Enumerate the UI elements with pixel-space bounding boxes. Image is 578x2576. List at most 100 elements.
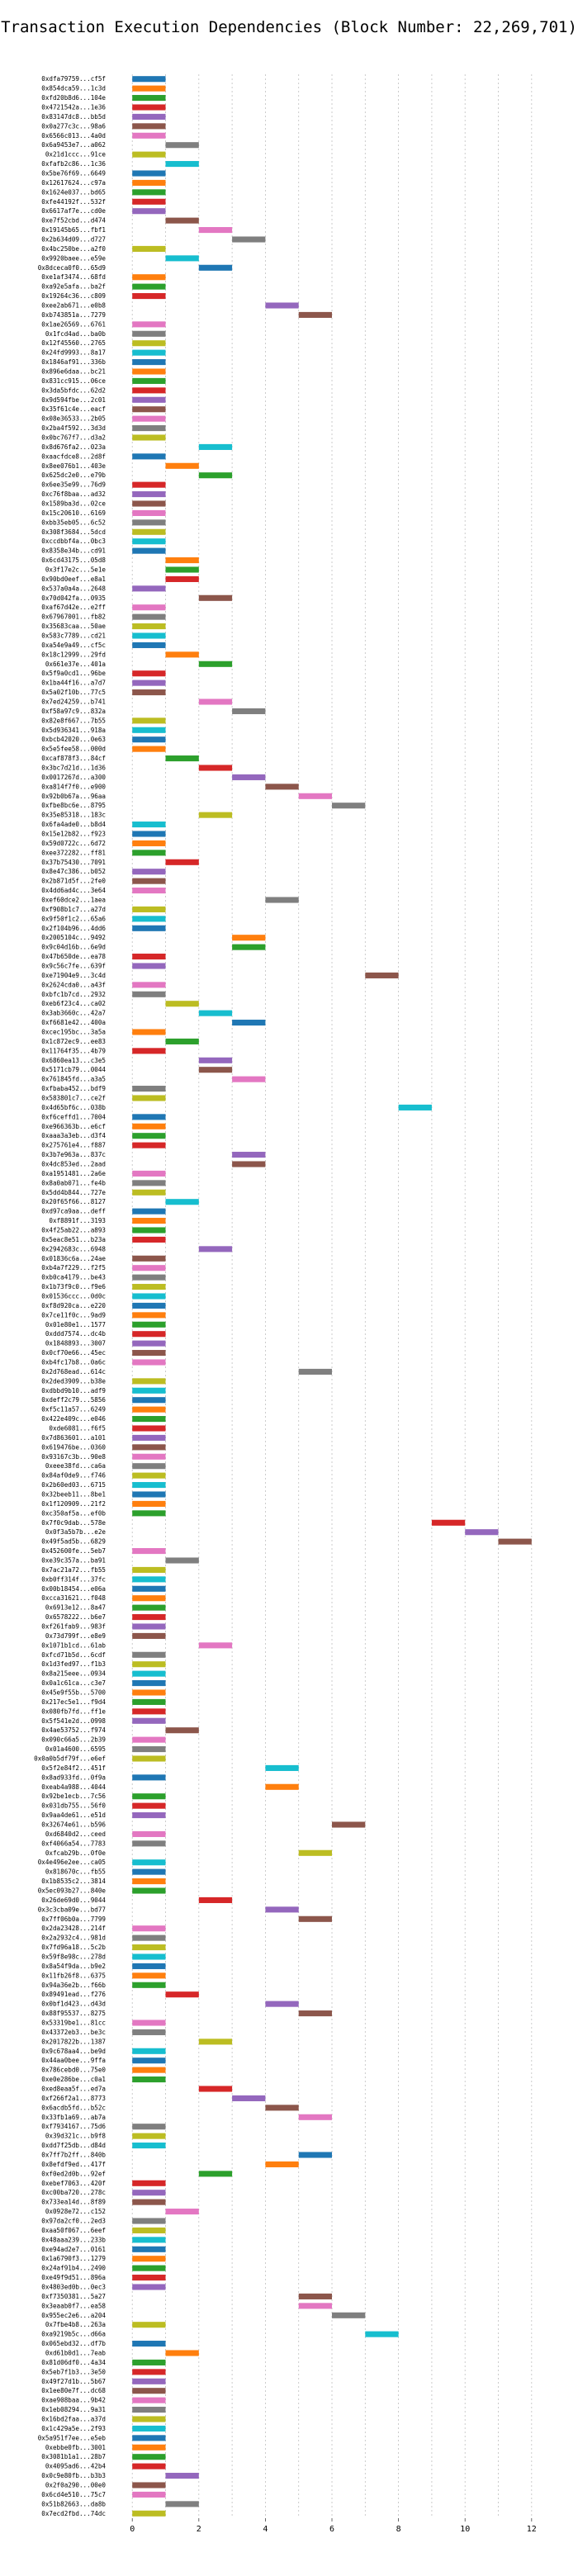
y-tick-label: 0x308f3684...5dcd <box>41 528 106 536</box>
bars <box>132 76 532 2517</box>
y-tick-label: 0x2f104b96...4dd6 <box>41 925 106 932</box>
y-tick-label: 0x955ec2e6...a204 <box>41 2312 106 2319</box>
bar-178 <box>132 1755 166 1762</box>
bar-246 <box>132 2397 166 2403</box>
x-tick-label: 2 <box>197 2525 201 2534</box>
y-tick-label: 0x48aaa239...233b <box>41 2236 106 2243</box>
y-tick-label: 0xeee38fd...ca6a <box>45 1462 106 1470</box>
bar-146 <box>132 1453 166 1460</box>
y-tick-label: 0x3eaab0f7...ea58 <box>41 2302 106 2309</box>
y-tick-label: 0x88f95537...8275 <box>41 2010 106 2017</box>
bar-196 <box>132 1925 166 1932</box>
y-tick-labels: 0xdfa79759...cf5f 0x854dca59...1c3d 0xfd20… <box>34 75 106 2517</box>
y-tick-label: 0x8a54f9da...b9e2 <box>41 1963 106 1970</box>
y-tick-label: 0x6a9453e7...a062 <box>41 141 106 149</box>
y-tick-label: 0x24af91b4...2490 <box>41 2265 106 2272</box>
y-tick-label: 0x26de69d0...9044 <box>41 1896 106 1904</box>
y-tick-label: 0x3da5bfdc...62d2 <box>41 386 106 394</box>
y-tick-label: 0x00b18454...e06a <box>41 1585 106 1593</box>
bar-80 <box>132 831 166 837</box>
y-tick-label: 0xb0ff314f...37fc <box>41 1575 106 1583</box>
bar-30 <box>132 359 166 366</box>
y-tick-label: 0x49f27d1b...5b67 <box>41 2378 106 2385</box>
bar-247 <box>132 2407 166 2413</box>
bar-170 <box>132 1680 166 1687</box>
bar-153 <box>431 1519 466 1526</box>
y-tick-label: 0x01e80e1...1577 <box>45 1321 106 1328</box>
bar-176 <box>132 1736 166 1743</box>
bar-40 <box>132 453 166 460</box>
y-tick-label: 0x1fcd4ad...ba0b <box>45 330 107 338</box>
y-tick-label: 0x0f3a5b7b...e2e <box>45 1528 107 1536</box>
bar-207 <box>132 2029 166 2035</box>
y-tick-label: 0xde6081...f6f5 <box>49 1425 106 1432</box>
y-tick-label: 0x0a1c61ca...c3e7 <box>41 1679 106 1687</box>
y-tick-label: 0x7d863601...a101 <box>41 1434 106 1442</box>
y-tick-label: 0xf8d920ca...e220 <box>41 1302 106 1309</box>
bar-99 <box>198 1010 233 1016</box>
bar-157 <box>165 1557 199 1564</box>
bar-19 <box>165 255 199 262</box>
y-tick-label: 0x6ee35e99...76d9 <box>41 481 106 489</box>
y-tick-label: 0xe7f52cbd...d474 <box>41 217 106 225</box>
y-tick-label: 0xf6681e42...400a <box>41 1019 106 1026</box>
x-tick-label: 6 <box>329 2525 334 2534</box>
bar-224 <box>132 2190 166 2196</box>
bar-234 <box>132 2284 166 2290</box>
bar-120 <box>132 1208 166 1215</box>
y-tick-label: 0xddd7574...dc4b <box>45 1330 107 1338</box>
x-tick-label: 8 <box>396 2525 401 2534</box>
y-tick-label: 0x4e496e2ee...ca05 <box>38 1859 106 1866</box>
bar-68 <box>132 717 166 724</box>
y-tick-label: 0xeb6f23c4...ca02 <box>41 1000 106 1007</box>
y-tick-label: 0x6578222...b6e7 <box>45 1613 106 1621</box>
bar-177 <box>132 1746 166 1753</box>
bar-90 <box>132 925 166 931</box>
y-tick-label: 0x7fbe4b8...263a <box>45 2321 106 2328</box>
y-tick-label: 0x422e409c...e046 <box>41 1415 106 1423</box>
bar-1 <box>132 85 166 92</box>
y-tick-label: 0x5a02f10b...77c5 <box>41 689 106 696</box>
bar-89 <box>132 916 166 922</box>
bar-215 <box>265 2105 299 2111</box>
y-tick-label: 0x4dd6ad4c...3e64 <box>41 887 106 894</box>
y-tick-label: 0x452600fe...5eb7 <box>41 1547 106 1555</box>
y-tick-label: 0x4095ad6...42b4 <box>45 2463 107 2470</box>
bar-95 <box>365 972 399 978</box>
bar-59 <box>132 632 166 639</box>
y-tick-label: 0x5eb7f1b3...3e50 <box>41 2368 106 2375</box>
bar-185 <box>332 1821 366 1828</box>
y-tick-label: 0x81d06df0...4a34 <box>41 2359 106 2366</box>
bar-76 <box>298 793 333 799</box>
bar-202 <box>132 1982 166 1988</box>
bar-47 <box>132 519 166 526</box>
bar-54 <box>132 585 166 592</box>
y-tick-label: 0x73d799f...e8e9 <box>45 1632 107 1640</box>
y-tick-label: 0x82e8f667...7b55 <box>41 717 106 724</box>
bar-92 <box>232 944 266 950</box>
y-tick-label: 0x6acdb5fd...b52c <box>41 2104 106 2111</box>
y-tick-label: 0xe966363b...e6cf <box>41 1123 106 1130</box>
y-tick-label: 0x537a0a4a...2648 <box>41 585 106 592</box>
y-tick-label: 0xe71904e9...3c4d <box>41 972 106 979</box>
bar-84 <box>132 869 166 875</box>
bar-222 <box>198 2171 233 2177</box>
y-tick-label: 0x9f50f1c2...65a6 <box>41 915 106 922</box>
y-tick-label: 0xaa50f067...6eef <box>41 2227 106 2234</box>
y-tick-label: 0xf8891f...3193 <box>49 1217 106 1224</box>
bar-212 <box>132 2076 166 2083</box>
y-tick-label: 0x5f541e2d...0998 <box>41 1717 106 1725</box>
y-tick-label: 0xebef7063...420f <box>41 2180 106 2187</box>
bar-14 <box>132 208 166 215</box>
y-tick-label: 0x0a277c3c...98a6 <box>41 122 106 130</box>
y-tick-label: 0x20f65f66...8127 <box>41 1198 106 1205</box>
y-tick-label: 0x59f8e98c...278d <box>41 1953 106 1961</box>
bar-209 <box>132 2048 166 2054</box>
y-tick-label: 0x065ebd32...df7b <box>41 2340 106 2347</box>
bar-188 <box>298 1849 333 1856</box>
y-tick-label: 0x5eac8e51...b23a <box>41 1236 106 1243</box>
bar-13 <box>132 198 166 205</box>
bar-2 <box>132 95 166 102</box>
y-tick-label: 0xdeff2c79...5856 <box>41 1396 106 1404</box>
bar-204 <box>265 2001 299 2007</box>
